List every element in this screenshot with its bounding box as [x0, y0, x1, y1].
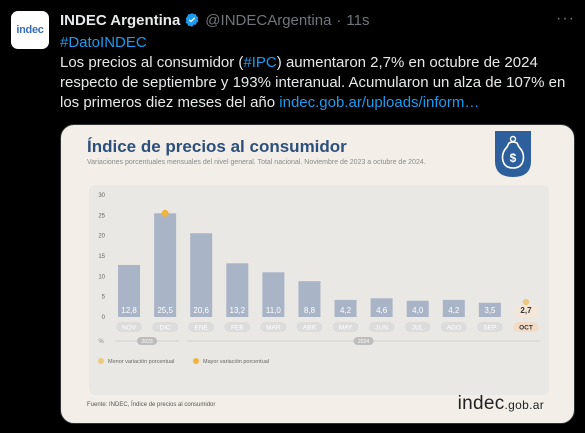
bar-value-label: 12,8: [121, 306, 137, 315]
year-2024-pill: [353, 337, 374, 345]
money-bag-icon: $: [495, 131, 531, 177]
tweet-time[interactable]: 11s: [346, 11, 370, 29]
category-pill: [224, 322, 251, 332]
category-pill: [476, 322, 503, 332]
brand-suffix: .gob.ar: [504, 398, 544, 412]
media-card[interactable]: Índice de precios al consumidor Variacio…: [60, 124, 575, 424]
bar-jun: [370, 298, 393, 317]
card-title: Índice de precios al consumidor: [87, 137, 347, 156]
y-unit-label: %: [98, 339, 104, 345]
bar-value-label: 4,0: [412, 306, 424, 315]
author-handle[interactable]: @INDECArgentina: [205, 11, 332, 29]
bar-value-label: 8,8: [304, 306, 316, 315]
avatar-text: indec: [16, 24, 44, 36]
legend-max-dot: [193, 358, 199, 364]
category-label: DIC: [160, 325, 172, 332]
max-marker: [161, 209, 169, 217]
y-tick-label: 10: [98, 274, 105, 280]
card-subtitle: Variaciones porcentuales mensuales del n…: [87, 159, 426, 166]
y-tick-label: 25: [98, 213, 105, 219]
svg-text:$: $: [510, 151, 517, 165]
brand-main: indec: [457, 393, 505, 414]
y-tick-label: 15: [98, 254, 105, 260]
bar-value-label: 20,6: [193, 306, 209, 315]
year-2024-label: 2024: [358, 339, 369, 345]
bar-value-label: 3,5: [484, 306, 496, 315]
bar-sep: [478, 302, 501, 317]
verified-badge-icon: [186, 13, 199, 27]
bar-mar: [262, 272, 285, 317]
legend-min-dot: [98, 358, 104, 364]
y-tick-label: 0: [102, 315, 106, 321]
category-pill: [296, 322, 323, 332]
bar-ene: [190, 233, 213, 317]
hashtag-link[interactable]: #DatoINDEC: [60, 34, 147, 51]
category-label: MAY: [339, 325, 353, 332]
bar-ago: [442, 299, 465, 317]
category-label: JUN: [375, 325, 388, 332]
bar-dic: [154, 213, 177, 317]
bar-jul: [406, 300, 429, 317]
category-label: ENE: [195, 325, 209, 332]
bar-oct: [514, 306, 537, 317]
bar-value-label: 13,2: [230, 306, 246, 315]
category-label: SEP: [483, 325, 496, 332]
legend-min-label: Menor variación porcentual: [108, 359, 174, 365]
category-label: OCT: [519, 325, 533, 332]
category-label: NOV: [122, 325, 137, 332]
y-tick-label: 5: [102, 295, 106, 301]
category-label: JUL: [412, 325, 424, 332]
bar-value-label: 11,0: [266, 306, 282, 315]
tweet-text: #DatoINDEC Los precios al consumidor (#I…: [60, 33, 575, 113]
bar-abr: [298, 281, 321, 317]
category-label: MAR: [266, 325, 281, 332]
bar-value-label: 25,5: [157, 306, 173, 315]
body-text-rest: ) aumentaron 2,7% en octubre de 2024 res…: [60, 54, 566, 111]
bar-may: [334, 299, 357, 317]
min-marker: [522, 298, 530, 306]
indec-logo: indec.gob.ar: [458, 393, 544, 415]
y-tick-label: 30: [98, 193, 105, 199]
category-pill: [188, 322, 215, 332]
ipc-bar-chart: 0 5 10 15 20 25 30% 12,8 NOV 25,5 DIC 20,6 ENE 13,2 FE…: [89, 185, 549, 395]
bar-value-label: 2,7: [520, 306, 532, 315]
body-text-start: Los precios al consumidor (: [60, 54, 244, 71]
category-label: ABR: [303, 325, 317, 332]
external-link[interactable]: indec.gob.ar/uploads/inform…: [279, 94, 480, 111]
bar-value-label: 4,2: [448, 306, 460, 315]
bar-value-label: 4,2: [340, 306, 352, 315]
author-name[interactable]: INDEC Argentina: [60, 11, 181, 29]
category-pill: [368, 322, 395, 332]
legend-max-label: Mayor variación porcentual: [203, 359, 269, 365]
category-pill: [440, 322, 467, 332]
bar-nov: [118, 264, 141, 317]
category-pill: [152, 322, 179, 332]
bar-value-label: 4,6: [376, 306, 388, 315]
year-2023-pill: [137, 337, 158, 345]
more-options-icon[interactable]: ···: [556, 10, 575, 27]
tweet-header: INDEC Argentina @INDECArgentina · 11s: [60, 10, 575, 30]
year-2023-label: 2023: [142, 339, 153, 345]
category-pill: [260, 322, 287, 332]
category-label: FEB: [231, 325, 244, 332]
category-pill: [332, 322, 359, 332]
source-note: Fuente: INDEC, Índice de precios al cons…: [87, 402, 216, 408]
category-pill: [404, 322, 431, 332]
author-avatar[interactable]: indec: [11, 11, 49, 49]
separator-dot: ·: [336, 11, 342, 29]
category-pill: [116, 322, 143, 332]
y-tick-label: 20: [98, 234, 105, 240]
category-pill: [512, 322, 539, 332]
bar-feb: [226, 263, 249, 317]
ipc-hashtag-link[interactable]: #IPC: [243, 54, 277, 71]
category-label: AGO: [447, 325, 461, 332]
